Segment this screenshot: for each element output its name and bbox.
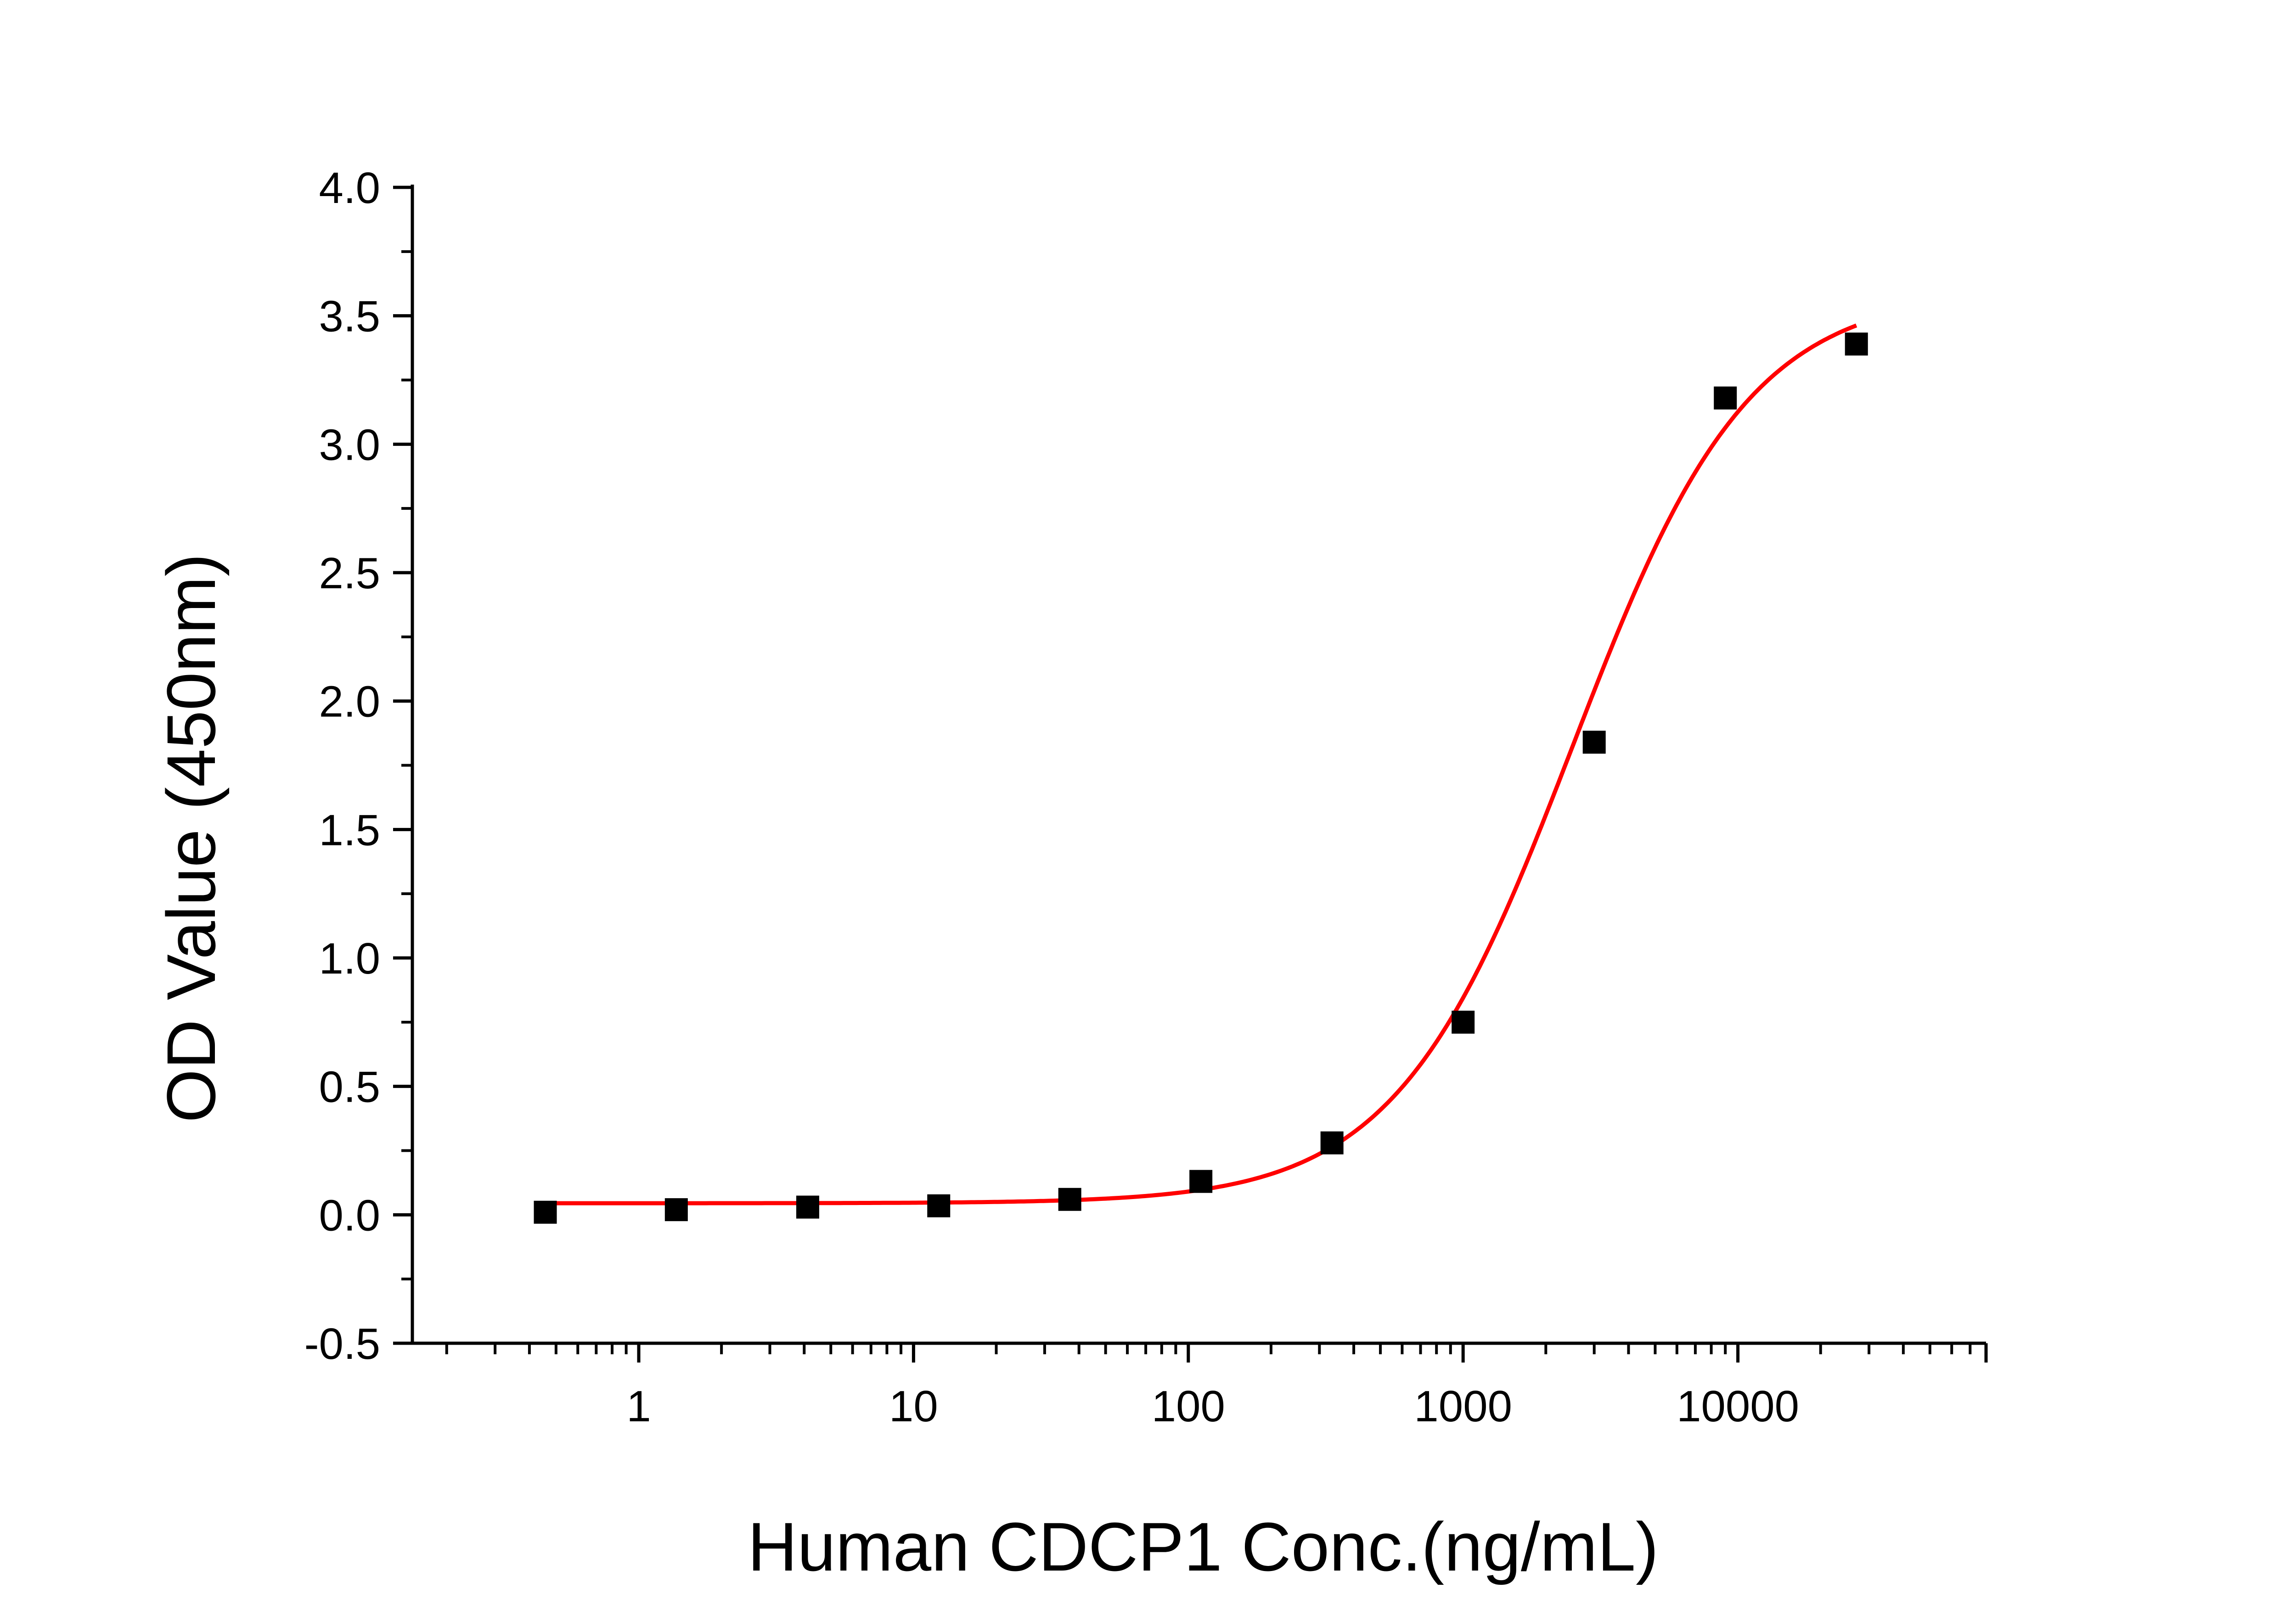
x-axis-title: Human CDCP1 Conc.(ng/mL) [748, 1508, 1659, 1585]
x-tick-label: 10000 [1677, 1382, 1799, 1431]
x-tick-label: 1 [626, 1382, 651, 1431]
data-point [1845, 332, 1868, 356]
y-tick-label: 1.0 [319, 934, 380, 983]
x-tick-label: 10 [889, 1382, 938, 1431]
y-tick-label: 2.0 [319, 677, 380, 726]
y-tick-label: 4.0 [319, 163, 380, 213]
fit-curve-layer [545, 323, 1857, 1205]
y-tick-label: 1.5 [319, 805, 380, 855]
data-point [1582, 731, 1606, 754]
y-tick-label: 0.5 [319, 1063, 380, 1112]
y-tick-label: 2.5 [319, 549, 380, 598]
data-point [1452, 1010, 1475, 1034]
data-points-layer [534, 332, 1868, 1224]
data-point [534, 1200, 557, 1224]
data-point [1189, 1170, 1213, 1193]
data-point [927, 1194, 951, 1217]
y-tick-label: 0.0 [319, 1191, 380, 1240]
ticks-layer: -0.5 0.0 0.5 1.0 1.5 2.0 2.5 3.0 3.5 4.0 1 10 100 100… [304, 163, 1988, 1431]
y-tick-label: -0.5 [304, 1319, 380, 1368]
y-tick-label: 3.5 [319, 292, 380, 341]
axes-layer [411, 185, 1986, 1345]
y-axis-title: OD Value (450nm) [152, 553, 230, 1122]
data-point [1058, 1188, 1081, 1211]
data-point [796, 1195, 819, 1219]
data-point [664, 1198, 688, 1222]
x-tick-label: 100 [1152, 1382, 1225, 1431]
data-point [1320, 1131, 1344, 1154]
fit-curve [545, 323, 1857, 1205]
x-tick-label: 1000 [1414, 1382, 1512, 1431]
data-point [1714, 386, 1737, 410]
y-tick-label: 3.0 [319, 420, 380, 469]
